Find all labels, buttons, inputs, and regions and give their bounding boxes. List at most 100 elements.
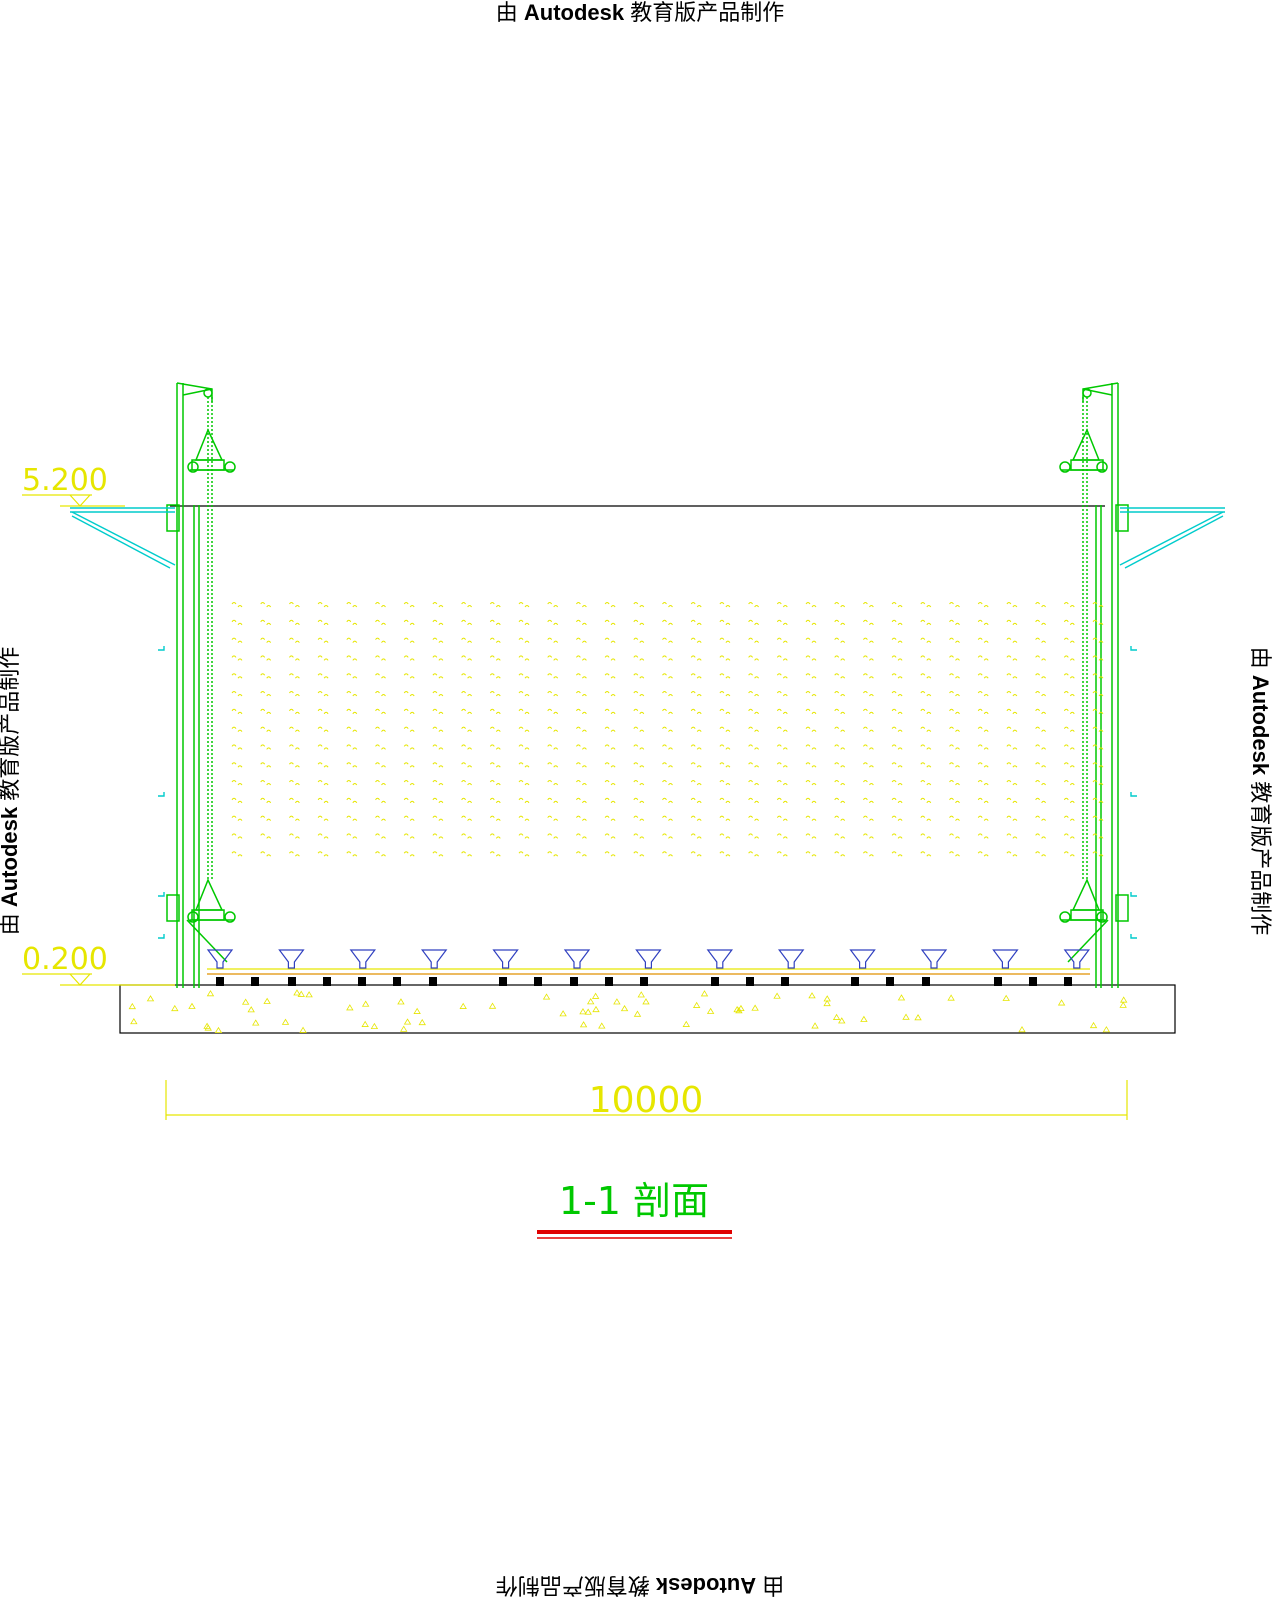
hatch-mark xyxy=(949,762,960,768)
hatch-mark xyxy=(575,797,587,804)
hatch-mark xyxy=(633,619,645,626)
slab-aggregate xyxy=(263,997,271,1004)
hatch-mark xyxy=(920,744,932,750)
hatch-mark xyxy=(461,762,473,768)
hatch-mark xyxy=(719,797,731,804)
hatch-mark xyxy=(1063,637,1075,643)
hatch-mark xyxy=(1006,797,1018,804)
support-block xyxy=(251,977,259,986)
hatch-mark xyxy=(518,619,530,626)
hatch-mark xyxy=(748,655,760,661)
hatch-mark xyxy=(575,851,587,857)
support-block xyxy=(570,977,578,986)
slab-aggregate xyxy=(459,1002,467,1009)
support-block xyxy=(358,977,366,986)
slab-aggregate xyxy=(700,990,709,997)
hatch-mark xyxy=(547,637,559,643)
hatch-mark xyxy=(633,602,645,608)
hatch-mark xyxy=(1092,655,1104,661)
hatch-mark xyxy=(288,762,300,768)
hatch-mark xyxy=(805,602,817,608)
hatch-mark xyxy=(862,673,874,679)
hatch-mark xyxy=(949,673,960,679)
hatch-mark xyxy=(317,815,329,821)
hatch-mark xyxy=(346,637,358,643)
funnel xyxy=(278,949,305,969)
hatch-mark xyxy=(834,708,846,715)
hatch-mark xyxy=(346,619,358,626)
hatch-mark xyxy=(1035,797,1047,804)
hatch-mark xyxy=(719,691,731,697)
hatch-mark xyxy=(432,762,444,768)
hatch-mark xyxy=(690,815,702,821)
hatch-mark xyxy=(662,726,673,732)
hatch-mark xyxy=(891,602,903,608)
hatch-mark xyxy=(805,691,817,697)
hatch-mark xyxy=(776,602,788,608)
hatch-mark xyxy=(375,815,386,821)
slab-aggregate xyxy=(305,991,313,998)
slab-aggregate xyxy=(1089,1021,1098,1029)
slab-aggregate xyxy=(735,1007,743,1014)
hatch-mark xyxy=(920,726,932,732)
hatch-mark xyxy=(776,655,788,661)
hatch-mark xyxy=(432,833,444,839)
hatch-mark xyxy=(805,815,817,821)
hatch-mark xyxy=(1006,673,1018,679)
hatch-mark xyxy=(375,833,386,839)
hatch-mark xyxy=(662,744,673,750)
hatch-mark xyxy=(288,780,300,786)
hatch-mark xyxy=(1035,815,1047,821)
elevation-top: 5.200 xyxy=(22,463,125,507)
hatch-mark xyxy=(461,780,473,786)
slab-aggregate xyxy=(587,998,595,1005)
hatch-mark xyxy=(288,797,300,804)
section-title: 1-1 剖面 xyxy=(537,1179,732,1239)
hatch-mark xyxy=(862,619,874,626)
hatch-mark xyxy=(719,833,731,839)
slab-aggregate xyxy=(361,1000,370,1007)
hatch-mark xyxy=(891,708,903,715)
hatch-mark xyxy=(346,655,358,661)
hatch-mark xyxy=(834,602,846,608)
hatch-mark xyxy=(461,833,473,839)
hatch-mark xyxy=(489,762,501,768)
slab-aggregate xyxy=(146,995,155,1002)
hatch-mark xyxy=(231,762,243,768)
hatch-mark xyxy=(891,637,903,643)
slab-aggregate xyxy=(1119,1001,1127,1008)
hatch-mark xyxy=(489,602,501,608)
hatch-mark xyxy=(719,708,731,715)
hatch-mark xyxy=(977,691,989,697)
hatch-mark xyxy=(375,797,386,804)
hatch-mark xyxy=(633,833,645,839)
hatch-mark xyxy=(518,744,530,750)
hatch-mark xyxy=(604,673,616,679)
hatch-mark xyxy=(604,851,616,857)
funnel xyxy=(349,949,376,969)
hatch-mark xyxy=(805,673,817,679)
hatch-mark xyxy=(690,833,702,839)
slab-aggregate xyxy=(633,1010,642,1017)
hatch-mark xyxy=(231,851,243,857)
hatch-mark xyxy=(461,726,473,732)
hatch-mark xyxy=(1092,637,1104,643)
hatch-mark xyxy=(920,762,932,768)
hatch-mark xyxy=(1063,602,1075,608)
watermark-top: 由 Autodesk 教育版产品制作 xyxy=(495,0,785,25)
hatch-mark xyxy=(834,780,846,786)
hatch-mark xyxy=(317,655,329,661)
hatch-mark xyxy=(834,762,846,768)
hatch-mark xyxy=(1006,851,1018,857)
hatch-mark xyxy=(375,851,386,857)
hatch-mark xyxy=(489,851,501,857)
hatch-mark xyxy=(1006,619,1018,626)
hatch-mark xyxy=(260,619,272,626)
hatch-mark xyxy=(920,602,932,608)
hatch-mark xyxy=(633,691,645,697)
hatch-mark xyxy=(375,726,386,732)
hatch-mark xyxy=(432,691,444,697)
hatch-mark xyxy=(690,780,702,786)
hatch-mark xyxy=(776,691,788,697)
hatch-mark xyxy=(1063,673,1075,679)
